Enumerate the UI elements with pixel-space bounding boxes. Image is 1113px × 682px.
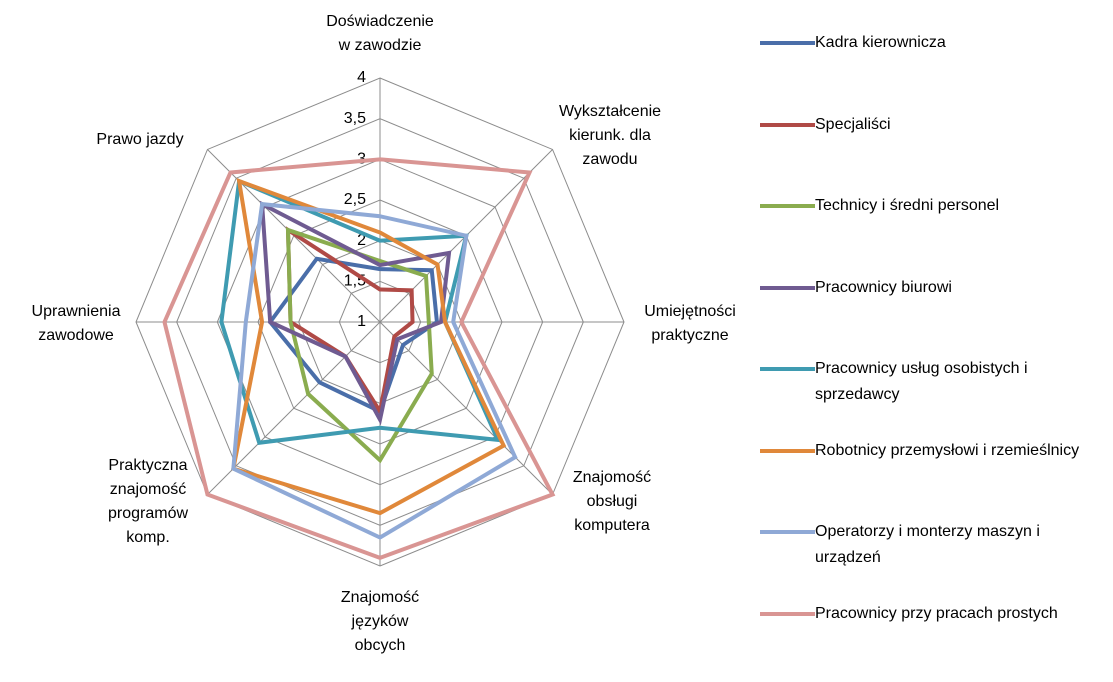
axis-label: Umiejętności (644, 303, 736, 320)
legend-swatch (760, 41, 815, 45)
axis-label: Uprawnienia (32, 303, 121, 320)
legend-entry: Kadra kierownicza (760, 30, 1110, 112)
axis-label: zawodowe (38, 327, 114, 344)
series-line (164, 159, 552, 558)
axis-label: obcych (355, 637, 406, 654)
legend-label: Robotnicy przemysłowi i rzemieślnicy (815, 438, 1110, 464)
axis-label: w zawodzie (338, 37, 422, 54)
legend-entry: Technicy i średni personel (760, 193, 1110, 275)
legend-entry: Robotnicy przemysłowi i rzemieślnicy (760, 438, 1110, 520)
axis-label: programów (108, 505, 188, 522)
legend-entry: Pracownicy usług osobistych i sprzedawcy (760, 356, 1110, 438)
axis-label: Doświadczenie (326, 13, 434, 30)
axis-label: Znajomość (341, 589, 419, 606)
r-tick-label: 4 (357, 69, 366, 86)
legend-label: Specjaliści (815, 112, 1110, 138)
axis-label: Znajomość (573, 469, 651, 486)
r-tick-label: 2,5 (344, 191, 366, 208)
legend-entry: Specjaliści (760, 112, 1110, 194)
legend-label: Pracownicy biurowi (815, 275, 1110, 301)
legend-swatch (760, 530, 815, 534)
legend-entry: Operatorzy i monterzy maszyn i urządzeń (760, 519, 1110, 601)
axis-label: zawodu (582, 151, 637, 168)
axis-label: komputera (574, 517, 650, 534)
legend-swatch (760, 612, 815, 616)
legend-swatch (760, 449, 815, 453)
legend-entry: Pracownicy przy pracach prostych (760, 601, 1110, 682)
legend-entry: Pracownicy biurowi (760, 275, 1110, 357)
legend-label: Pracownicy przy pracach prostych (815, 601, 1110, 627)
axis-label: kierunk. dla (569, 127, 651, 144)
r-tick-label: 1 (357, 313, 366, 330)
legend-label: Kadra kierownicza (815, 30, 1110, 56)
legend-label: Operatorzy i monterzy maszyn i urządzeń (815, 519, 1110, 571)
legend-swatch (760, 204, 815, 208)
axis-label: Prawo jazdy (96, 131, 183, 148)
r-tick-label: 3,5 (344, 110, 366, 127)
legend-swatch (760, 123, 815, 127)
axis-label: Praktyczna (108, 457, 187, 474)
axis-label: obsługi (587, 493, 638, 510)
legend: Kadra kierownicza Specjaliści Technicy i ś… (760, 30, 1110, 682)
legend-swatch (760, 286, 815, 290)
axis-label: znajomość (110, 481, 186, 498)
axis-label: Wykształcenie (559, 103, 661, 120)
legend-label: Pracownicy usług osobistych i sprzedawcy (815, 356, 1110, 408)
series-line (233, 204, 515, 537)
legend-swatch (760, 367, 815, 371)
axis-label: języków (351, 613, 409, 630)
axis-label: praktyczne (651, 327, 728, 344)
legend-label: Technicy i średni personel (815, 193, 1110, 219)
axis-label: komp. (126, 529, 170, 546)
